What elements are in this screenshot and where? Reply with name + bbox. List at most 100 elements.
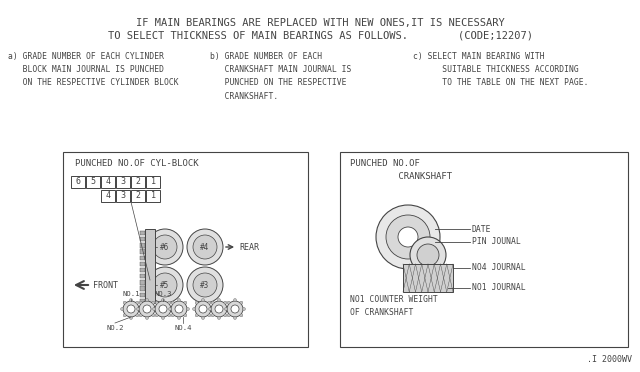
Text: 4: 4 bbox=[106, 177, 111, 186]
Circle shape bbox=[161, 317, 164, 320]
Circle shape bbox=[171, 301, 187, 317]
Circle shape bbox=[211, 308, 214, 311]
Circle shape bbox=[152, 301, 155, 304]
Circle shape bbox=[195, 301, 198, 304]
Circle shape bbox=[159, 305, 167, 313]
Bar bbox=[146, 176, 160, 188]
Text: REAR: REAR bbox=[239, 243, 259, 251]
Circle shape bbox=[147, 229, 183, 265]
Bar bbox=[340, 152, 628, 347]
Circle shape bbox=[153, 235, 177, 259]
Bar bbox=[140, 274, 145, 278]
Circle shape bbox=[186, 308, 189, 311]
Circle shape bbox=[231, 305, 239, 313]
Bar bbox=[145, 229, 155, 303]
Circle shape bbox=[177, 298, 180, 301]
Text: 1: 1 bbox=[150, 177, 156, 186]
Bar bbox=[140, 231, 145, 235]
Circle shape bbox=[127, 305, 135, 313]
Text: a) GRADE NUMBER OF EACH CYLINDER
   BLOCK MAIN JOURNAL IS PUNCHED
   ON THE RESP: a) GRADE NUMBER OF EACH CYLINDER BLOCK M… bbox=[8, 52, 179, 87]
Circle shape bbox=[138, 308, 141, 311]
Text: NO1 JOURNAL: NO1 JOURNAL bbox=[472, 283, 525, 292]
Bar bbox=[140, 237, 145, 241]
Bar bbox=[140, 249, 145, 254]
Bar bbox=[140, 286, 145, 291]
Text: #3: #3 bbox=[200, 280, 210, 289]
Text: NO.1: NO.1 bbox=[122, 291, 140, 297]
Circle shape bbox=[215, 305, 223, 313]
Text: NO.4: NO.4 bbox=[174, 325, 192, 331]
Circle shape bbox=[120, 308, 124, 311]
Circle shape bbox=[376, 205, 440, 269]
Circle shape bbox=[243, 308, 246, 311]
Circle shape bbox=[152, 314, 155, 317]
Text: NO.2: NO.2 bbox=[106, 325, 124, 331]
Text: 5: 5 bbox=[90, 177, 95, 186]
Bar bbox=[403, 264, 453, 292]
Circle shape bbox=[224, 314, 227, 317]
Bar bbox=[140, 299, 145, 303]
Circle shape bbox=[195, 301, 211, 317]
Circle shape bbox=[129, 317, 132, 320]
Circle shape bbox=[184, 301, 187, 304]
Circle shape bbox=[171, 301, 174, 304]
Circle shape bbox=[139, 314, 142, 317]
Circle shape bbox=[195, 314, 198, 317]
Circle shape bbox=[234, 298, 237, 301]
Circle shape bbox=[211, 301, 227, 317]
Bar bbox=[131, 190, 145, 202]
Circle shape bbox=[145, 298, 148, 301]
Text: 2: 2 bbox=[136, 192, 141, 201]
Text: 3: 3 bbox=[120, 192, 125, 201]
Circle shape bbox=[170, 308, 173, 311]
Bar bbox=[140, 280, 145, 285]
Text: 6: 6 bbox=[76, 177, 81, 186]
Circle shape bbox=[193, 308, 195, 311]
Circle shape bbox=[211, 301, 214, 304]
Circle shape bbox=[147, 267, 183, 303]
Circle shape bbox=[136, 301, 139, 304]
Circle shape bbox=[184, 314, 187, 317]
Circle shape bbox=[136, 308, 140, 311]
Bar bbox=[71, 176, 85, 188]
Circle shape bbox=[211, 314, 214, 317]
Circle shape bbox=[227, 314, 230, 317]
Circle shape bbox=[398, 227, 418, 247]
Text: 2: 2 bbox=[136, 177, 141, 186]
Text: 1: 1 bbox=[150, 192, 156, 201]
Circle shape bbox=[139, 301, 142, 304]
Bar bbox=[101, 176, 115, 188]
Text: FRONT: FRONT bbox=[93, 280, 118, 289]
Text: b) GRADE NUMBER OF EACH
   CRANKSHAFT MAIN JOURNAL IS
   PUNCHED ON THE RESPECTI: b) GRADE NUMBER OF EACH CRANKSHAFT MAIN … bbox=[210, 52, 351, 100]
Circle shape bbox=[177, 317, 180, 320]
Circle shape bbox=[209, 308, 211, 311]
Text: .I 2000WV: .I 2000WV bbox=[587, 355, 632, 364]
Circle shape bbox=[123, 301, 139, 317]
Circle shape bbox=[154, 308, 157, 311]
Circle shape bbox=[240, 301, 243, 304]
Circle shape bbox=[152, 308, 156, 311]
Circle shape bbox=[155, 301, 171, 317]
Bar bbox=[131, 176, 145, 188]
Circle shape bbox=[193, 273, 217, 297]
Circle shape bbox=[410, 237, 446, 273]
Bar bbox=[63, 152, 308, 347]
Circle shape bbox=[218, 317, 221, 320]
Circle shape bbox=[187, 267, 223, 303]
Circle shape bbox=[143, 305, 151, 313]
Circle shape bbox=[227, 301, 230, 304]
Circle shape bbox=[208, 301, 211, 304]
Text: NO4 JOURNAL: NO4 JOURNAL bbox=[472, 263, 525, 273]
Circle shape bbox=[227, 308, 230, 311]
Circle shape bbox=[208, 314, 211, 317]
Circle shape bbox=[136, 314, 139, 317]
Circle shape bbox=[145, 317, 148, 320]
Circle shape bbox=[123, 301, 126, 304]
Text: #5: #5 bbox=[161, 280, 170, 289]
Bar bbox=[140, 256, 145, 260]
Circle shape bbox=[153, 273, 177, 297]
Circle shape bbox=[417, 244, 439, 266]
Bar bbox=[146, 190, 160, 202]
Circle shape bbox=[218, 298, 221, 301]
Text: PUNCHED NO.OF: PUNCHED NO.OF bbox=[350, 159, 420, 168]
